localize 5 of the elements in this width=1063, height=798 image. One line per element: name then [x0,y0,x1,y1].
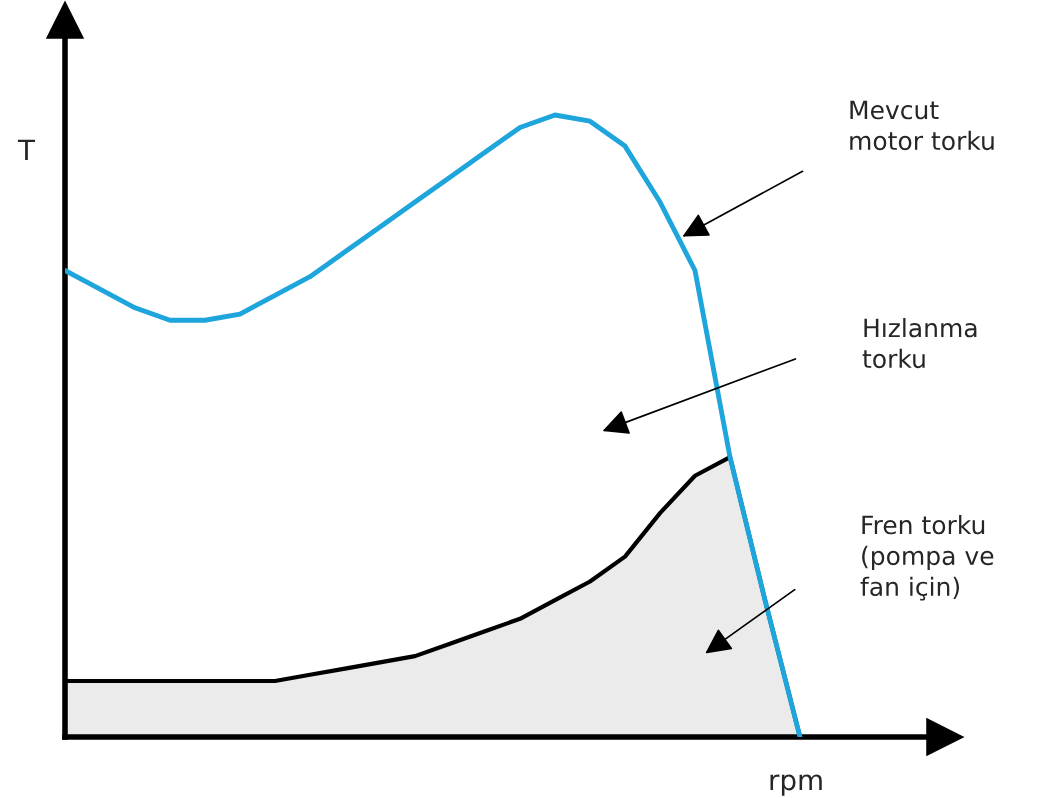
y-axis-title: T [17,139,36,160]
text: Fren torku (pompa ve fan için) [860,515,994,601]
text: Mevcut motor torku [850,100,994,151]
x-axis-title: rpm [770,774,822,796]
text: Hızlanma torku [862,318,977,369]
